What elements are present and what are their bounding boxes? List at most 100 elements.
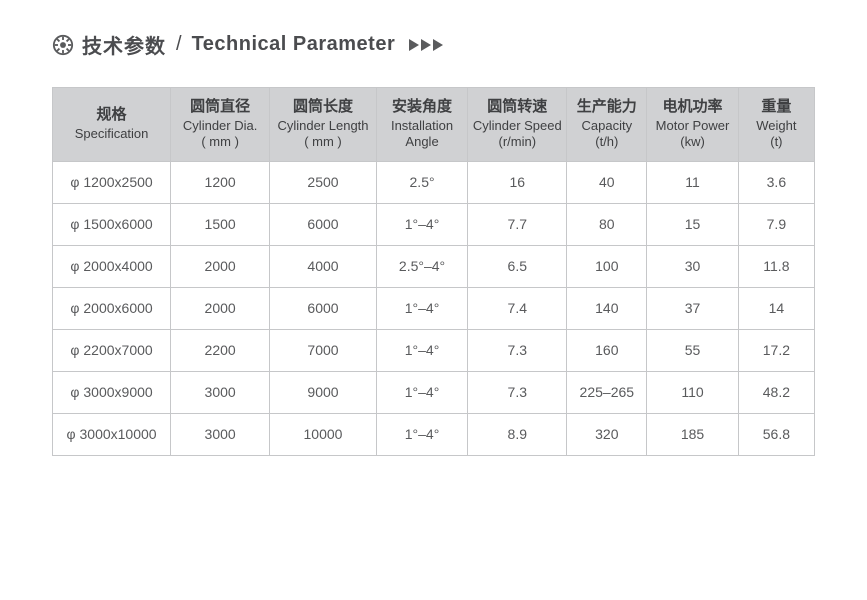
table-cell: 2000 [171,287,270,329]
table-row: φ 1500x6000150060001°–4°7.780157.9 [53,203,815,245]
column-header: 圆筒转速 Cylinder Speed(r/min) [468,88,567,162]
column-header: 规格 Specification [53,88,171,162]
column-header-en: Installation [381,118,463,134]
table-cell: 55 [647,329,738,371]
table-cell: 16 [468,161,567,203]
column-header-cn: 规格 [57,106,166,124]
column-header-unit: (r/min) [472,134,562,150]
title-separator: / [176,33,182,56]
column-header-unit: (t/h) [571,134,642,150]
table-cell: 14 [738,287,814,329]
column-header-en: Weight [743,118,810,134]
column-header: 重量 Weight(t) [738,88,814,162]
table-cell: 6000 [270,287,377,329]
table-row: φ 1200x2500120025002.5°1640113.6 [53,161,815,203]
table-cell: 2.5°–4° [376,245,467,287]
table-cell: 8.9 [468,413,567,455]
table-cell: 2500 [270,161,377,203]
column-header-cn: 安装角度 [381,98,463,116]
column-header-en: Motor Power [651,118,733,134]
table-cell: 2000 [171,245,270,287]
column-header-unit: Angle [381,134,463,150]
table-header: 规格Specification圆筒直径Cylinder Dia.( mm )圆筒… [53,88,815,162]
section-heading: 技术参数 / Technical Parameter [52,30,815,59]
table-cell: 10000 [270,413,377,455]
table-cell: φ 2000x4000 [53,245,171,287]
table-cell: 1°–4° [376,329,467,371]
column-header: 圆筒直径 Cylinder Dia.( mm ) [171,88,270,162]
table-cell: 140 [567,287,647,329]
table-cell: 17.2 [738,329,814,371]
column-header-en: Cylinder Length [274,118,372,134]
table-row: φ 2000x6000200060001°–4°7.41403714 [53,287,815,329]
column-header-cn: 圆筒长度 [274,98,372,116]
parameter-table: 规格Specification圆筒直径Cylinder Dia.( mm )圆筒… [52,87,815,456]
table-row: φ 3000x9000300090001°–4°7.3225–26511048.… [53,371,815,413]
gear-icon [52,34,74,56]
column-header-en: Capacity [571,118,642,134]
table-body: φ 1200x2500120025002.5°1640113.6φ 1500x6… [53,161,815,455]
table-cell: 37 [647,287,738,329]
table-cell: 1°–4° [376,413,467,455]
table-cell: 7.3 [468,329,567,371]
column-header-unit: ( mm ) [175,134,265,150]
column-header-cn: 圆筒直径 [175,98,265,116]
table-cell: 320 [567,413,647,455]
column-header-unit: ( mm ) [274,134,372,150]
column-header-cn: 生产能力 [571,98,642,116]
table-cell: 1°–4° [376,203,467,245]
table-cell: φ 3000x10000 [53,413,171,455]
table-cell: 2200 [171,329,270,371]
table-cell: 110 [647,371,738,413]
table-cell: 4000 [270,245,377,287]
column-header-en: Specification [57,126,166,142]
table-cell: 1°–4° [376,371,467,413]
table-cell: 185 [647,413,738,455]
table-cell: 11.8 [738,245,814,287]
table-cell: 3000 [171,371,270,413]
table-row: φ 2200x7000220070001°–4°7.31605517.2 [53,329,815,371]
table-cell: 7.9 [738,203,814,245]
table-cell: 2.5° [376,161,467,203]
table-cell: 9000 [270,371,377,413]
table-cell: φ 2000x6000 [53,287,171,329]
table-cell: 225–265 [567,371,647,413]
table-cell: φ 3000x9000 [53,371,171,413]
table-cell: 1°–4° [376,287,467,329]
column-header: 电机功率 Motor Power(kw) [647,88,738,162]
table-cell: 40 [567,161,647,203]
table-cell: 1200 [171,161,270,203]
table-cell: 80 [567,203,647,245]
column-header: 圆筒长度 Cylinder Length( mm ) [270,88,377,162]
table-cell: 7.7 [468,203,567,245]
table-cell: φ 2200x7000 [53,329,171,371]
table-row: φ 2000x4000200040002.5°–4°6.51003011.8 [53,245,815,287]
table-cell: φ 1500x6000 [53,203,171,245]
column-header: 生产能力 Capacity(t/h) [567,88,647,162]
column-header-cn: 圆筒转速 [472,98,562,116]
triple-arrow-icon [409,39,443,51]
table-cell: 1500 [171,203,270,245]
table-cell: 7000 [270,329,377,371]
table-cell: 3000 [171,413,270,455]
column-header-unit: (kw) [651,134,733,150]
column-header: 安装角度 InstallationAngle [376,88,467,162]
column-header-unit: (t) [743,134,810,150]
column-header-en: Cylinder Dia. [175,118,265,134]
column-header-en: Cylinder Speed [472,118,562,134]
table-cell: 7.4 [468,287,567,329]
column-header-cn: 电机功率 [651,98,733,116]
table-cell: 11 [647,161,738,203]
table-row: φ 3000x100003000100001°–4°8.932018556.8 [53,413,815,455]
title-cn: 技术参数 [82,30,166,59]
table-cell: 6.5 [468,245,567,287]
table-cell: φ 1200x2500 [53,161,171,203]
table-cell: 48.2 [738,371,814,413]
table-cell: 15 [647,203,738,245]
table-cell: 160 [567,329,647,371]
table-cell: 100 [567,245,647,287]
column-header-cn: 重量 [743,98,810,116]
title-en: Technical Parameter [192,33,396,56]
table-cell: 6000 [270,203,377,245]
table-cell: 7.3 [468,371,567,413]
